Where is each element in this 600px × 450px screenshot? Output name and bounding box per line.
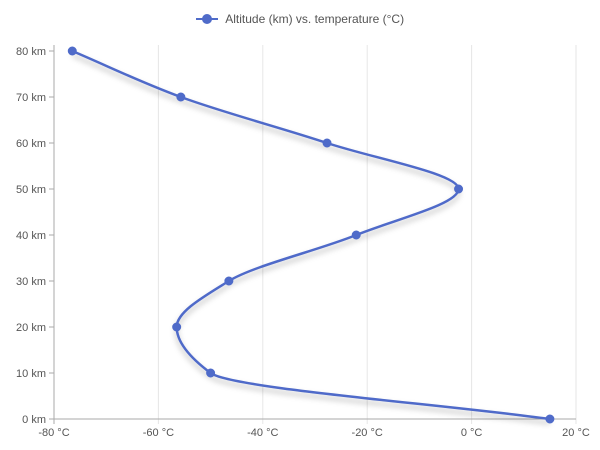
data-point[interactable] — [206, 368, 216, 378]
x-tick-label: -20 °C — [352, 427, 383, 439]
data-point[interactable] — [176, 92, 186, 102]
series-line — [71, 49, 551, 421]
y-tick-label: 0 km — [22, 414, 46, 426]
x-tick-label: -80 °C — [38, 427, 69, 439]
y-tick-label: 20 km — [16, 322, 46, 334]
chart-legend[interactable]: Altitude (km) vs. temperature (°C) — [0, 10, 600, 27]
y-tick-label: 60 km — [16, 138, 46, 150]
data-point[interactable] — [67, 46, 77, 56]
y-tick-label: 10 km — [16, 368, 46, 380]
legend-series-label: Altitude (km) vs. temperature (°C) — [225, 11, 405, 26]
x-tick-label: -40 °C — [247, 427, 278, 439]
axes: 0 km 10 km 20 km 30 km 40 km 50 km 60 km 70 km 8… — [16, 45, 590, 439]
x-tick-label: 0 °C — [461, 427, 483, 439]
x-tick-label: 20 °C — [562, 427, 590, 439]
legend-series-marker — [195, 13, 218, 25]
data-point[interactable] — [351, 230, 361, 240]
x-tick-label: -60 °C — [143, 427, 174, 439]
y-tick-label: 70 km — [16, 92, 46, 104]
y-tick-label: 40 km — [16, 230, 46, 242]
y-tick-label: 80 km — [16, 46, 46, 58]
data-point[interactable] — [322, 138, 332, 148]
data-point[interactable] — [545, 414, 555, 424]
y-tick-label: 50 km — [16, 184, 46, 196]
y-tick-label: 30 km — [16, 276, 46, 288]
data-point[interactable] — [172, 322, 182, 332]
data-point[interactable] — [224, 276, 234, 286]
data-point[interactable] — [454, 184, 464, 194]
grid-lines — [157, 45, 577, 424]
series-layer — [67, 46, 555, 424]
legend-dot-swatch — [201, 13, 212, 24]
